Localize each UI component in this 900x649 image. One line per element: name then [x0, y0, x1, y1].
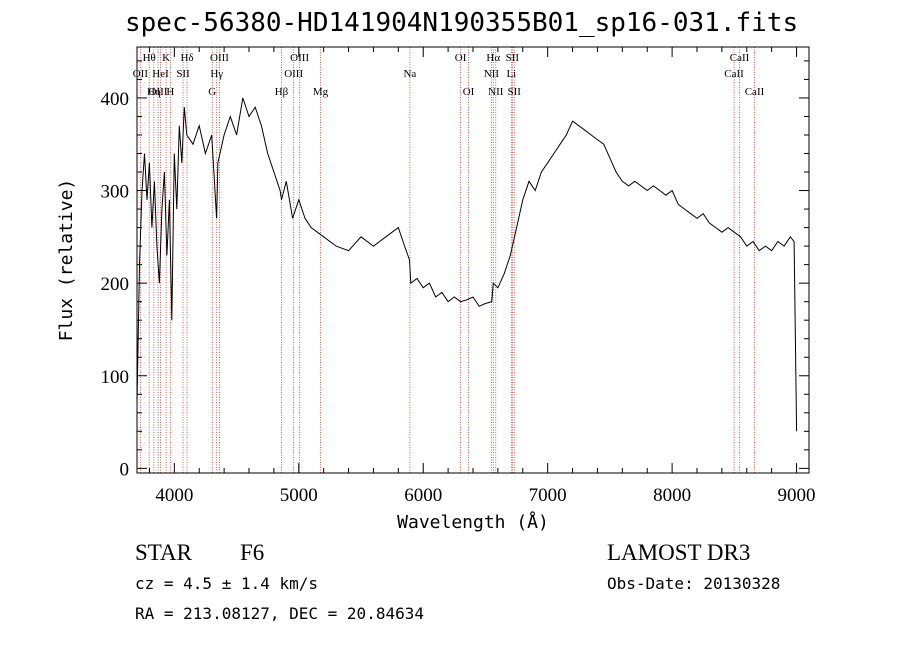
marker-label: CaII: [730, 52, 750, 64]
y-tick-label: 200: [101, 274, 130, 295]
survey-name: LAMOST DR3: [607, 540, 751, 565]
marker-label: K: [162, 52, 170, 64]
marker-label: SII: [176, 68, 190, 80]
y-axis-title: Flux (relative): [56, 179, 77, 342]
y-tick-label: 300: [101, 182, 130, 203]
marker-label: OIII: [284, 68, 303, 80]
flux-series-line: [136, 97, 798, 432]
marker-label: Hθ: [143, 52, 156, 64]
marker-label: OIII: [210, 52, 229, 64]
x-tick-label: 7000: [529, 485, 567, 506]
x-tick-label: 5000: [280, 485, 318, 506]
marker-label: NII: [484, 68, 500, 80]
marker-label: OIII: [149, 86, 168, 98]
marker-label: HeI: [152, 68, 169, 80]
object-subclass: F6: [240, 540, 265, 565]
coordinates: RA = 213.08127, DEC = 20.84634: [135, 604, 424, 623]
x-tick-label: 9000: [778, 485, 816, 506]
marker-label: Li: [506, 68, 516, 80]
marker-label: NII: [488, 86, 504, 98]
axis-ticks: [137, 47, 809, 473]
page-title: spec-56380-HD141904N190355B01_sp16-031.f…: [125, 8, 799, 38]
redshift-value: cz = 4.5 ± 1.4 km/s: [135, 574, 319, 593]
marker-label: OII: [133, 68, 149, 80]
emission-line-markers: [139, 47, 755, 473]
marker-label: SII: [507, 86, 521, 98]
marker-label: Hη: [147, 86, 161, 98]
marker-label: CaII: [745, 86, 765, 98]
observation-date: Obs-Date: 20130328: [607, 574, 781, 593]
marker-label: Mg: [313, 86, 329, 98]
marker-label: G: [208, 86, 216, 98]
marker-label: Hγ: [210, 68, 223, 80]
marker-label: Na: [403, 68, 416, 80]
x-tick-label: 8000: [653, 485, 691, 506]
y-tick-label: 100: [101, 367, 130, 388]
marker-label: SII: [506, 52, 520, 64]
object-class: STAR: [135, 540, 192, 565]
marker-label: OI: [463, 86, 475, 98]
x-tick-label: 4000: [155, 485, 193, 506]
marker-label: Hδ: [180, 52, 193, 64]
marker-label: Hβ: [275, 86, 289, 98]
plot-frame: [136, 46, 810, 474]
x-tick-label: 6000: [404, 485, 442, 506]
marker-label: OIII: [290, 52, 309, 64]
axis-tick-labels: 4000 5000 6000 7000 8000 9000 0 100 200 300 400: [101, 89, 816, 506]
marker-label: OI: [455, 52, 467, 64]
marker-label: CaII: [724, 68, 744, 80]
y-tick-label: 0: [120, 459, 130, 480]
marker-label: H: [166, 86, 174, 98]
marker-label: Hα: [486, 52, 500, 64]
y-tick-label: 400: [101, 89, 130, 110]
x-axis-title: Wavelength (Å): [397, 511, 549, 533]
